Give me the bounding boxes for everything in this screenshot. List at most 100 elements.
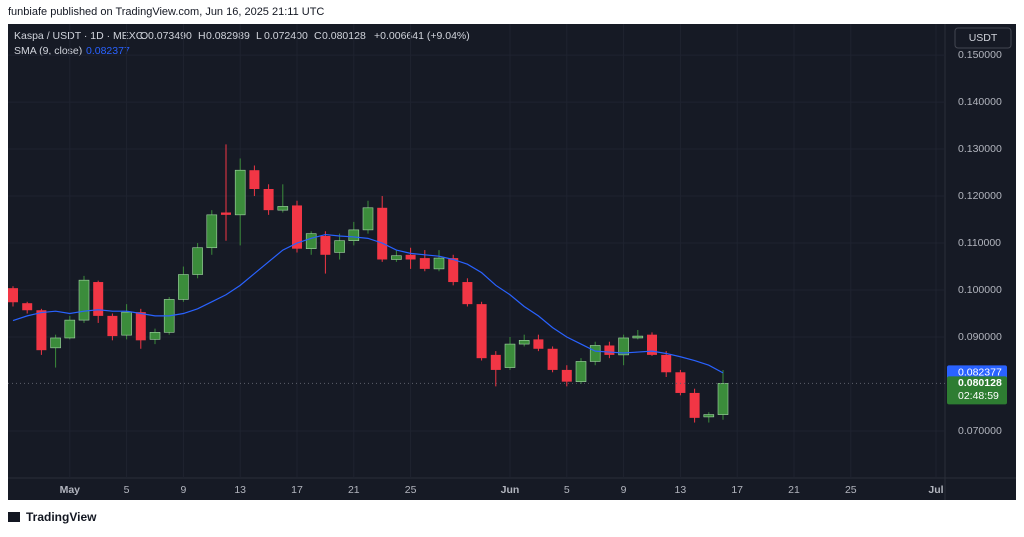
sma-value: 0.082377 xyxy=(86,45,130,57)
published-note: funbiafe published on TradingView.com, J… xyxy=(8,6,324,18)
candle-body xyxy=(518,340,530,345)
candle-body xyxy=(632,335,644,339)
ohlc-value: 0.072400 xyxy=(264,30,308,42)
sma-label: SMA (9, close) xyxy=(14,45,82,57)
candle-body xyxy=(604,345,615,355)
candle-body xyxy=(178,274,189,300)
y-tick-label: 0.120000 xyxy=(958,190,1002,202)
candle-body xyxy=(703,414,715,418)
candle-body xyxy=(504,343,516,368)
candle-body xyxy=(717,383,729,415)
candle-body xyxy=(50,337,61,349)
x-tick-label: 25 xyxy=(845,484,857,496)
candle-body xyxy=(547,348,558,370)
candle-body xyxy=(391,255,402,260)
candle-body xyxy=(362,207,374,231)
sma-line xyxy=(12,233,724,374)
x-tick-label: May xyxy=(60,484,81,496)
close-price-label: 0.080128 xyxy=(958,377,1002,389)
ohlc-key: O xyxy=(140,30,148,42)
candle-body xyxy=(575,361,587,382)
candle-body xyxy=(661,354,672,373)
ohlc-value: 0.073490 xyxy=(148,30,192,42)
x-tick-label: 13 xyxy=(675,484,687,496)
candle-body xyxy=(22,303,33,311)
ohlc-value: 0.080128 xyxy=(322,30,366,42)
ohlc-legend: O 0.073490 H 0.082989 L 0.072400 C 0.080128 +0.0… xyxy=(140,30,470,42)
candle-body xyxy=(192,247,203,275)
y-tick-label: 0.070000 xyxy=(958,425,1002,437)
candle-body xyxy=(36,310,47,351)
x-tick-label: 5 xyxy=(564,484,570,496)
ohlc-value: 0.082989 xyxy=(206,30,250,42)
x-tick-label: 17 xyxy=(731,484,743,496)
candle-body xyxy=(320,235,331,255)
y-tick-label: 0.130000 xyxy=(958,143,1002,155)
candle-body xyxy=(107,315,118,337)
candle-body xyxy=(675,372,686,393)
x-tick-label: 21 xyxy=(788,484,800,496)
x-tick-label: 25 xyxy=(405,484,417,496)
countdown-label: 02:48:59 xyxy=(958,390,999,402)
change: +0.006641 (+9.04%) xyxy=(374,30,470,42)
candle-body xyxy=(348,229,360,241)
footer-brand: TradingView xyxy=(26,510,97,524)
candle-body xyxy=(135,312,146,341)
y-tick-label: 0.090000 xyxy=(958,331,1002,343)
candle-body xyxy=(78,279,90,321)
y-tick-label: 0.150000 xyxy=(958,49,1002,61)
candle-body xyxy=(689,392,700,418)
x-tick-label: 9 xyxy=(180,484,186,496)
candle-body xyxy=(8,288,18,303)
candle-body xyxy=(334,240,345,253)
y-tick-label: 0.110000 xyxy=(958,237,1001,249)
chart-panel xyxy=(8,24,1016,500)
currency[interactable]: USDT xyxy=(969,32,998,44)
currency-button[interactable] xyxy=(954,27,1012,49)
candle-body xyxy=(647,334,657,355)
ohlc-key: L xyxy=(256,30,262,42)
candle-body xyxy=(589,345,601,362)
candle-body xyxy=(263,189,274,211)
candle-body xyxy=(221,212,231,215)
x-tick-label: 13 xyxy=(234,484,246,496)
candle-body xyxy=(533,339,544,349)
x-tick-label: 21 xyxy=(348,484,360,496)
candle-body xyxy=(206,214,218,249)
sma-price-label: 0.082377 xyxy=(958,367,1002,379)
candle-body xyxy=(64,319,76,339)
candle-body xyxy=(234,169,246,216)
candle-body xyxy=(618,337,629,356)
ohlc-key: H xyxy=(198,30,206,42)
plot xyxy=(8,24,945,478)
footer-logo: TradingView xyxy=(8,510,97,524)
candle-body xyxy=(377,207,388,260)
x-tick-label: 9 xyxy=(621,484,627,496)
candle-body xyxy=(277,206,289,211)
candle-body xyxy=(462,282,473,305)
ohlc-key: C xyxy=(314,30,322,42)
candle-body xyxy=(93,282,104,316)
y-tick-label: 0.140000 xyxy=(958,96,1002,108)
x-tick-label: Jun xyxy=(501,484,520,496)
candle-body xyxy=(305,233,317,249)
x-tick-label: Jul xyxy=(928,484,943,496)
candle-body xyxy=(249,170,260,190)
y-tick-label: 0.100000 xyxy=(958,284,1002,296)
candle-body xyxy=(490,354,501,370)
candle-body xyxy=(448,258,459,283)
symbol: Kaspa / USDT · 1D · MEXC xyxy=(14,30,144,42)
candle-body xyxy=(121,311,132,336)
candle-body xyxy=(405,254,416,260)
candle-body xyxy=(433,257,445,270)
candle-body xyxy=(476,304,487,359)
candle-body xyxy=(561,369,572,382)
candle-body xyxy=(149,332,161,340)
candle-body xyxy=(419,258,430,269)
x-tick-label: 5 xyxy=(124,484,130,496)
candle-body xyxy=(292,205,302,249)
close-price-tag xyxy=(947,376,1007,405)
x-tick-label: 17 xyxy=(291,484,303,496)
